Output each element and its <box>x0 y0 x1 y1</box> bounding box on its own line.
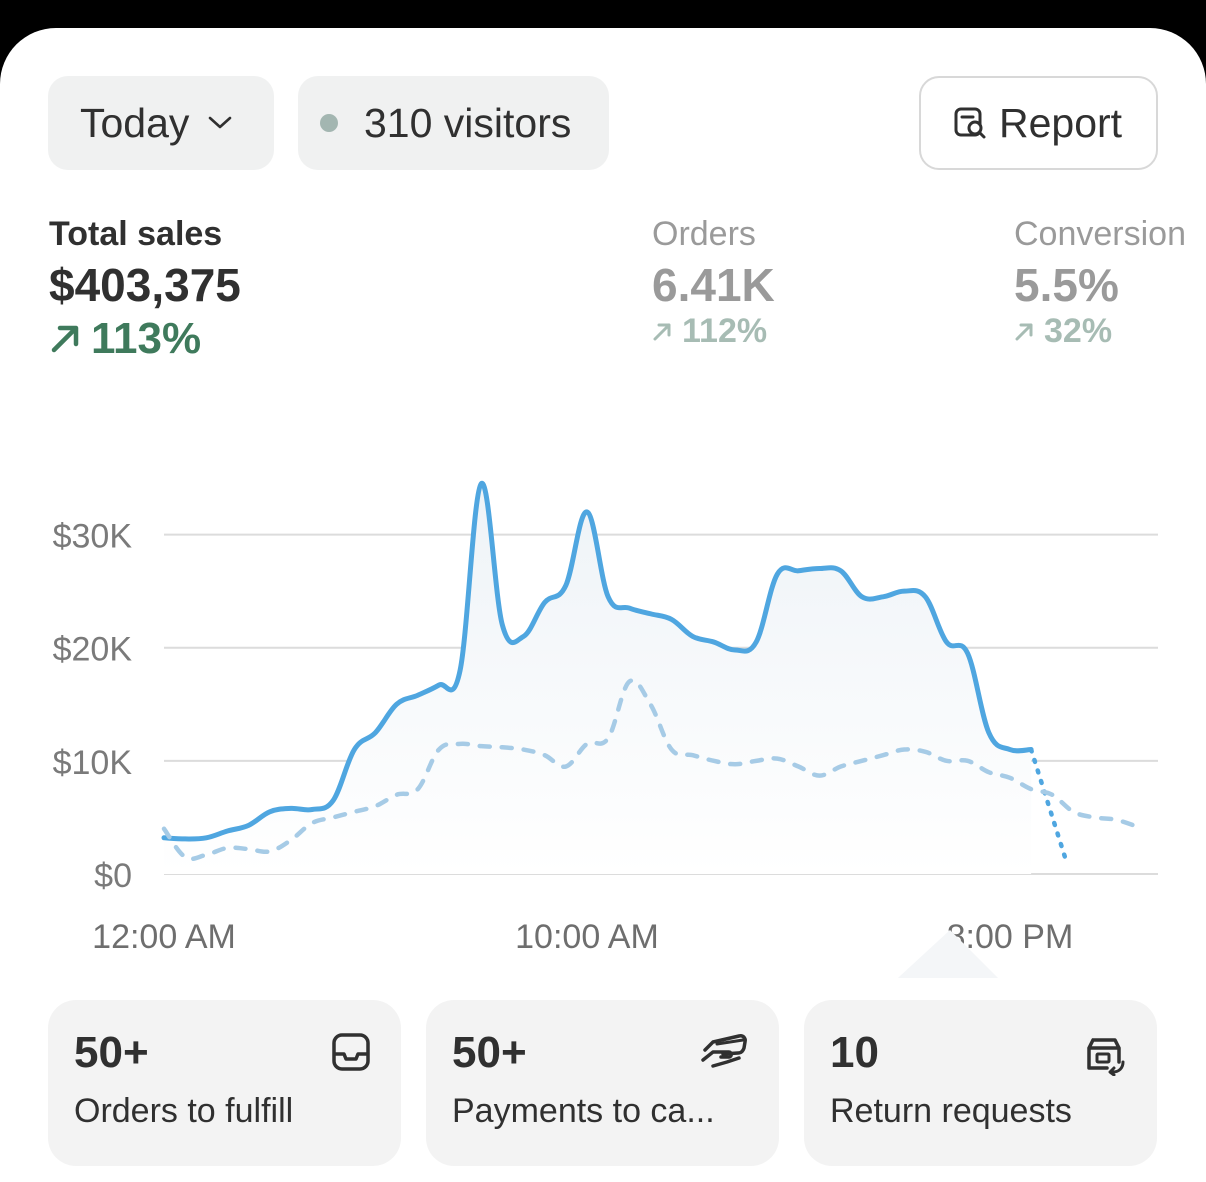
report-button[interactable]: Report <box>919 76 1158 170</box>
report-label: Report <box>999 99 1123 146</box>
y-tick-label: $10K <box>53 744 133 782</box>
total-sales-metric[interactable]: Total sales $403,375 113% <box>49 214 241 364</box>
card-label: Orders to fulfill <box>74 1092 294 1130</box>
metric-change: 113% <box>49 314 241 364</box>
return-requests-card[interactable]: 10 Return requests <box>804 1000 1157 1166</box>
card-count: 10 <box>830 1028 879 1077</box>
metric-label: Total sales <box>49 215 223 253</box>
conversion-metric[interactable]: Conversion 5.5% 32% <box>1014 214 1186 351</box>
date-range-dropdown[interactable]: Today <box>48 76 274 170</box>
return-box-icon <box>1083 1032 1127 1081</box>
arrow-up-right-icon <box>1014 322 1034 342</box>
chevron-down-icon <box>207 115 233 131</box>
live-visitors-badge[interactable]: 310 visitors <box>298 76 609 170</box>
series-line-today <box>161 481 1034 842</box>
analytics-panel: Today 310 visitors Report Total sales $4… <box>0 28 1206 1182</box>
y-tick-label: $30K <box>53 518 133 556</box>
series-line-projection <box>1028 747 1068 860</box>
x-tick-label: 10:00 AM <box>515 918 659 956</box>
card-label: Payments to ca... <box>452 1092 715 1130</box>
arrow-up-right-icon <box>652 322 672 342</box>
metric-value: 6.41K <box>652 259 775 311</box>
visitors-label: 310 visitors <box>364 99 572 146</box>
hand-card-icon <box>699 1032 749 1077</box>
metric-change: 32% <box>1014 312 1186 351</box>
payments-to-capture-card[interactable]: 50+ Payments to ca... <box>426 1000 779 1166</box>
y-tick-label: $0 <box>94 857 132 895</box>
card-count: 50+ <box>452 1028 527 1077</box>
metric-value: $403,375 <box>49 259 241 311</box>
date-range-label: Today <box>80 99 190 146</box>
card-count: 50+ <box>74 1028 149 1077</box>
y-tick-label: $20K <box>53 631 133 669</box>
live-dot-icon <box>320 114 338 132</box>
arrow-up-right-icon <box>49 323 81 355</box>
x-tick-label: 12:00 AM <box>92 918 236 956</box>
orders-to-fulfill-card[interactable]: 50+ Orders to fulfill <box>48 1000 401 1166</box>
metric-change: 112% <box>652 312 775 351</box>
report-search-icon <box>951 104 989 142</box>
inbox-icon <box>331 1032 371 1077</box>
card-label: Return requests <box>830 1092 1072 1130</box>
metric-value: 5.5% <box>1014 259 1119 311</box>
orders-metric[interactable]: Orders 6.41K 112% <box>652 214 775 351</box>
metric-label: Orders <box>652 215 756 253</box>
series-line-comparison <box>161 678 1140 862</box>
tooltip-pointer <box>897 930 998 978</box>
metric-change-value: 113% <box>91 314 202 363</box>
metric-change-value: 32% <box>1044 312 1113 350</box>
metric-change-value: 112% <box>682 312 768 350</box>
metric-label: Conversion <box>1014 215 1186 253</box>
